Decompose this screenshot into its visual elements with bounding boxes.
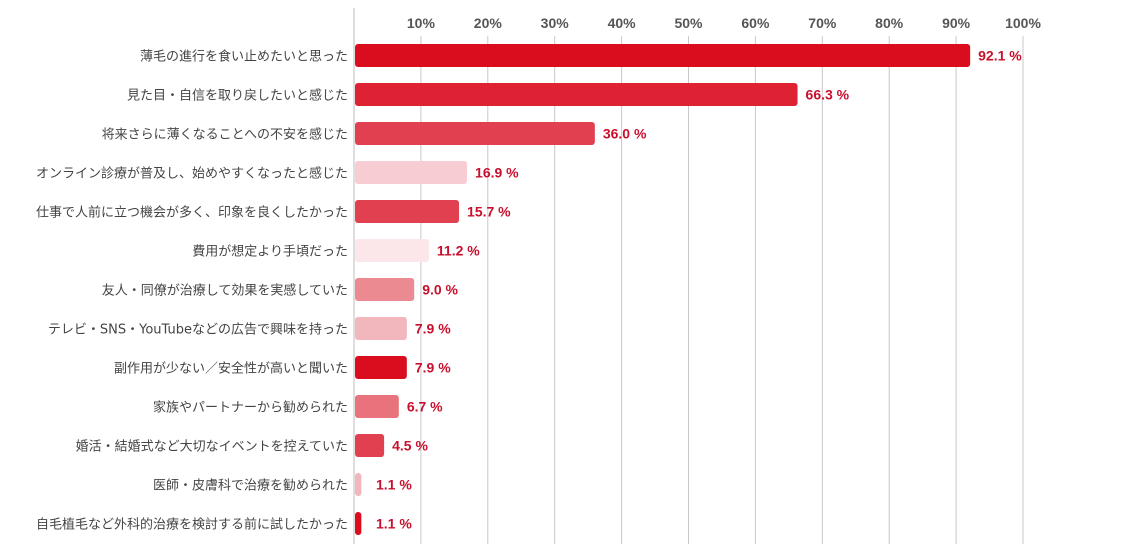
bar <box>355 161 468 184</box>
data-label: 4.5 % <box>392 438 428 454</box>
bar <box>355 200 460 223</box>
category-label: 副作用が少ない／安全性が高いと聞いた <box>114 361 348 377</box>
x-tick-label: 60% <box>741 15 770 31</box>
bar <box>355 434 385 457</box>
category-label: 家族やパートナーから勧められた <box>153 400 348 416</box>
bar <box>355 473 362 496</box>
bar <box>355 122 595 145</box>
data-label: 15.7 % <box>467 204 511 220</box>
x-tick-label: 40% <box>608 15 637 31</box>
category-label: 見た目・自信を取り戻したいと感じた <box>127 88 348 104</box>
category-label: テレビ・SNS・YouTubeなどの広告で興味を持った <box>48 323 348 338</box>
data-label: 9.0 % <box>422 282 458 298</box>
data-label: 1.1 % <box>376 477 412 493</box>
bar <box>355 356 407 379</box>
category-label: 費用が想定より手頃だった <box>192 244 348 260</box>
data-label: 11.2 % <box>437 243 480 259</box>
x-tick-label: 20% <box>474 15 503 31</box>
bar <box>355 317 407 340</box>
data-label: 7.9 % <box>415 321 451 337</box>
data-label: 1.1 % <box>376 516 412 532</box>
x-tick-label: 30% <box>541 15 570 31</box>
category-label: 友人・同僚が治療して効果を実感していた <box>102 283 348 299</box>
data-label: 66.3 % <box>806 87 850 103</box>
category-label: 薄毛の進行を食い止めたいと思った <box>140 49 348 65</box>
bar <box>355 239 429 262</box>
category-label: 婚活・結婚式など大切なイベントを控えていた <box>76 440 348 455</box>
category-label: 将来さらに薄くなることへの不安を感じた <box>102 127 348 143</box>
category-label: 仕事で人前に立つ機会が多く、印象を良くしたかった <box>36 205 348 221</box>
bar <box>355 512 362 535</box>
x-tick-label: 80% <box>875 15 904 31</box>
x-tick-label: 50% <box>674 15 703 31</box>
data-label: 6.7 % <box>407 399 443 415</box>
category-label: 医師・皮膚科で治療を勧められた <box>153 478 348 494</box>
x-tick-label: 10% <box>407 15 436 31</box>
bar <box>355 44 971 67</box>
data-label: 36.0 % <box>603 126 647 142</box>
data-label: 92.1 % <box>978 48 1022 64</box>
bar <box>355 83 798 106</box>
x-tick-label: 100% <box>1005 15 1041 31</box>
bar <box>355 395 399 418</box>
data-label: 7.9 % <box>415 360 451 376</box>
x-tick-label: 70% <box>808 15 837 31</box>
x-tick-label: 90% <box>942 15 971 31</box>
bar <box>355 278 415 301</box>
data-label: 16.9 % <box>475 165 519 181</box>
category-label: オンライン診療が普及し、始めやすくなったと感じた <box>36 166 348 182</box>
category-label: 自毛植毛など外科的治療を検討する前に試したかった <box>36 517 348 533</box>
